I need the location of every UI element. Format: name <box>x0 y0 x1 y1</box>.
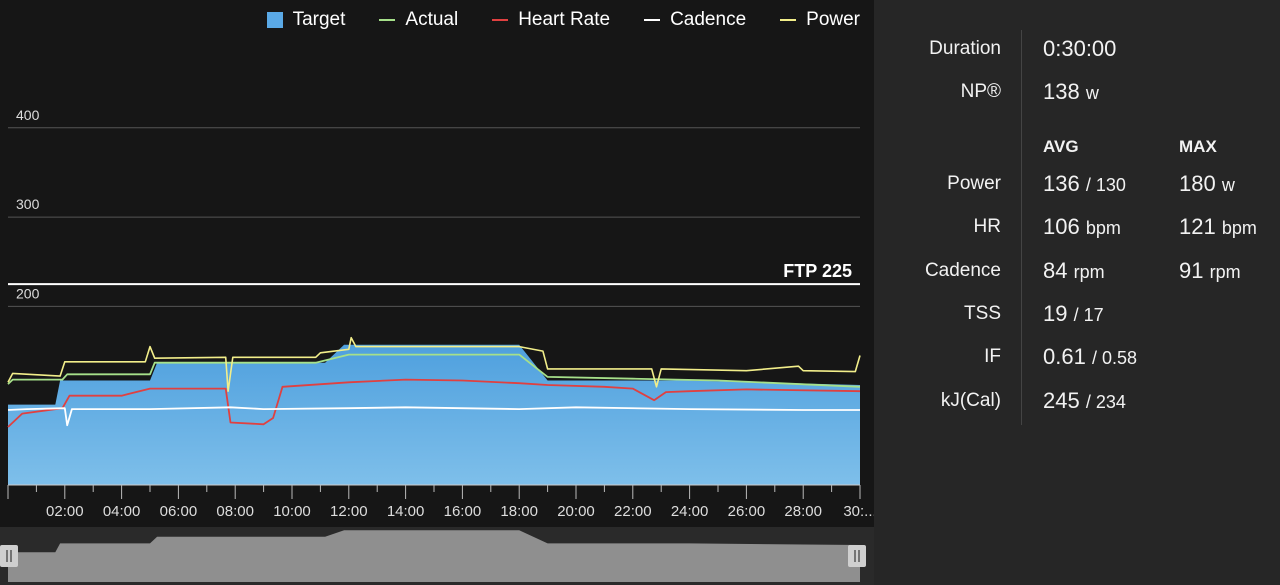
workout-chart: 200 300 400 FTP 225 02:00 04:00 06:00 08:00 10:0… <box>0 107 874 585</box>
x-tick-label: 06:00 <box>160 503 198 520</box>
legend-swatch <box>644 19 661 21</box>
cadence-max: 91 rpm <box>1179 258 1241 283</box>
stats-panel: Duration 0:30:00 NP® 138 w AVG MAX Power… <box>874 0 1280 585</box>
legend-item-power: Power <box>780 9 860 31</box>
x-tick-label: 04:00 <box>103 503 141 520</box>
x-tick-label: 28:00 <box>784 503 822 520</box>
kj-value: 245 / 234 <box>1043 388 1126 413</box>
legend-label: Power <box>806 9 860 30</box>
max-column-header: MAX <box>1179 137 1217 156</box>
legend-swatch <box>780 19 797 21</box>
x-tick-label: 08:00 <box>216 503 254 520</box>
legend-label: Actual <box>405 9 459 30</box>
legend-label: Cadence <box>670 9 747 30</box>
legend-swatch <box>266 12 283 28</box>
legend-item-target: Target <box>266 9 346 31</box>
tss-label: TSS <box>964 303 1001 324</box>
y-tick-label: 200 <box>16 285 40 301</box>
power-label: Power <box>947 173 1001 194</box>
legend-item-actual: Actual <box>379 9 458 31</box>
hr-max: 121 bpm <box>1179 214 1257 239</box>
np-label: NP® <box>960 81 1001 102</box>
x-tick-label: 20:00 <box>557 503 595 520</box>
x-tick-label: 22:00 <box>614 503 652 520</box>
cadence-label: Cadence <box>924 260 1001 281</box>
power-max: 180 w <box>1179 171 1235 196</box>
series-power-line <box>7 336 861 392</box>
x-tick-label: 02:00 <box>46 503 84 520</box>
y-tick-label: 300 <box>16 196 40 212</box>
series-actual-line <box>7 353 861 388</box>
legend-item-cadence: Cadence <box>644 9 746 31</box>
legend-label: Heart Rate <box>518 9 611 30</box>
np-value: 138 w <box>1043 79 1099 104</box>
if-label: IF <box>984 346 1001 367</box>
if-value: 0.61 / 0.58 <box>1043 344 1137 369</box>
ftp-label: FTP 225 <box>783 261 852 281</box>
y-tick-label: 400 <box>16 107 40 123</box>
cadence-avg: 84 rpm <box>1043 258 1105 283</box>
series-target-area <box>8 344 860 485</box>
x-tick-label: 12:00 <box>330 503 368 520</box>
legend-label: Target <box>292 9 346 30</box>
hr-label: HR <box>973 216 1001 237</box>
overview-left-handle[interactable] <box>0 545 18 567</box>
overview-target-profile <box>8 530 860 582</box>
x-tick-label: 24:00 <box>671 503 709 520</box>
hr-avg: 106 bpm <box>1043 214 1121 239</box>
power-avg: 136 / 130 <box>1043 171 1126 196</box>
x-tick-label: 16:00 <box>444 503 482 520</box>
overview-right-handle[interactable] <box>848 545 866 567</box>
kj-label: kJ(Cal) <box>940 390 1001 411</box>
x-tick-label: 26:00 <box>728 503 766 520</box>
x-tick-label: 18:00 <box>500 503 538 520</box>
x-tick-label: 10:00 <box>273 503 311 520</box>
stats-divider <box>1021 30 1022 425</box>
x-tick-label: 30:... <box>843 503 874 520</box>
chart-legend: Target Actual Heart Rate Cadence Power <box>266 9 860 31</box>
legend-swatch <box>492 19 509 21</box>
chart-panel: 200 300 400 FTP 225 02:00 04:00 06:00 08:00 10:0… <box>0 9 874 585</box>
tss-value: 19 / 17 <box>1043 301 1104 326</box>
duration-label: Duration <box>929 38 1001 59</box>
avg-column-header: AVG <box>1043 137 1079 156</box>
duration-value: 0:30:00 <box>1043 36 1117 61</box>
series-cadence-line <box>7 406 860 427</box>
series-heart-rate-line <box>7 378 861 428</box>
legend-swatch <box>379 19 396 21</box>
x-tick-label: 14:00 <box>387 503 425 520</box>
legend-item-heart-rate: Heart Rate <box>492 9 610 31</box>
